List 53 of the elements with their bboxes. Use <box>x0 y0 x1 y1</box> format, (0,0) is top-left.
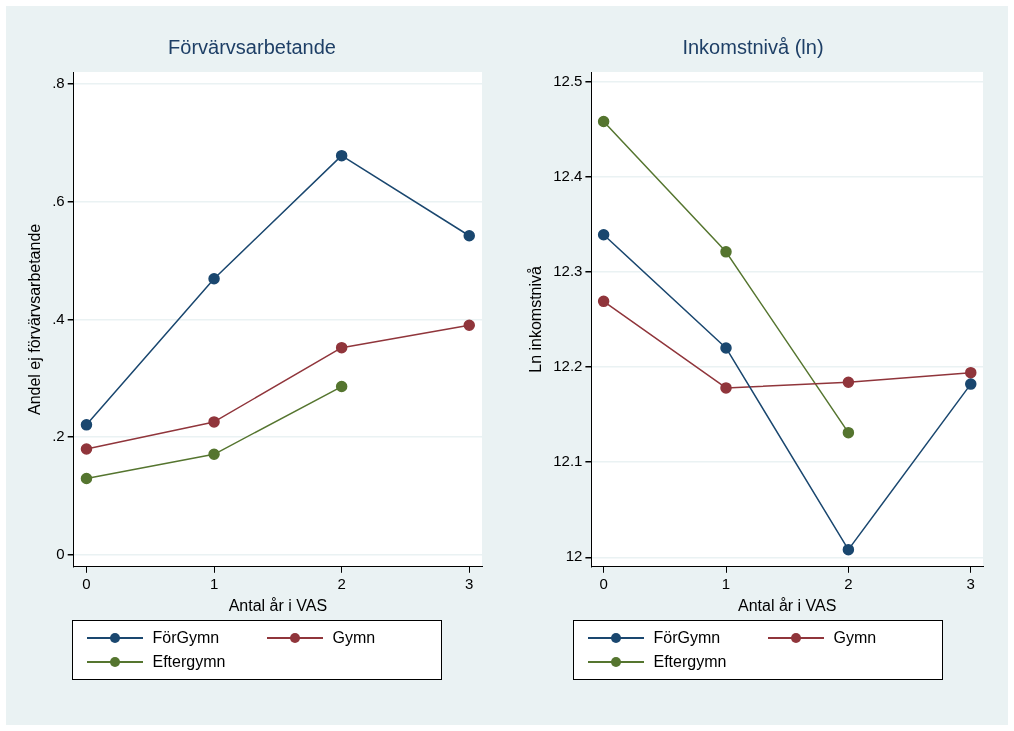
point <box>207 273 220 285</box>
y-axis-title: Ln inkomstnivå <box>526 265 544 373</box>
x-tick-label: 3 <box>966 574 975 592</box>
point <box>80 472 92 485</box>
point <box>719 342 732 354</box>
point <box>964 366 977 379</box>
x-tick-label: 0 <box>81 574 91 592</box>
x-tick-label: 0 <box>598 574 608 592</box>
y-tick-label: 12.4 <box>552 166 582 184</box>
y-tick-label: .4 <box>51 309 65 327</box>
y-tick-label: 0 <box>55 545 65 563</box>
x-tick-label: 1 <box>209 574 218 592</box>
legend-label: Gymn <box>833 629 877 647</box>
point <box>207 416 220 428</box>
y-tick-label: 12 <box>565 547 582 565</box>
point <box>597 295 609 308</box>
point <box>842 543 854 556</box>
chart-title: Förvärvsarbetande <box>167 35 336 58</box>
point <box>80 419 92 431</box>
legend-label: Gymn <box>332 629 376 647</box>
chart-title: Inkomstnivå (ln) <box>681 35 824 58</box>
point <box>964 378 977 390</box>
legend-label: Eftergymn <box>152 653 226 671</box>
point <box>842 426 854 439</box>
y-axis-title: Andel ej förvärvsarbetande <box>25 223 43 416</box>
point <box>207 448 220 461</box>
legend-label: FörGymn <box>653 629 721 647</box>
y-tick-label: .2 <box>51 427 65 445</box>
point <box>335 341 347 354</box>
y-tick-label: 12.1 <box>552 452 582 470</box>
point <box>597 115 609 128</box>
y-tick-label: 12.3 <box>552 261 582 279</box>
y-tick-label: 12.2 <box>552 357 582 375</box>
point <box>462 319 475 332</box>
point <box>335 380 347 393</box>
point <box>462 230 475 242</box>
legend-label: FörGymn <box>152 629 220 647</box>
x-tick-label: 2 <box>336 574 346 592</box>
y-tick-label: .6 <box>51 191 65 209</box>
point <box>842 376 854 388</box>
point <box>80 443 92 455</box>
x-tick-label: 3 <box>464 574 473 592</box>
x-tick-label: 2 <box>843 574 853 592</box>
point <box>719 246 732 258</box>
x-tick-label: 1 <box>721 574 730 592</box>
point <box>335 149 347 162</box>
y-tick-label: 12.5 <box>552 71 582 89</box>
point <box>597 228 609 241</box>
x-axis-title: Antal år i VAS <box>737 596 836 614</box>
y-tick-label: .8 <box>51 73 65 91</box>
x-axis-title: Antal år i VAS <box>228 596 327 614</box>
point <box>719 382 732 394</box>
legend-label: Eftergymn <box>653 653 727 671</box>
